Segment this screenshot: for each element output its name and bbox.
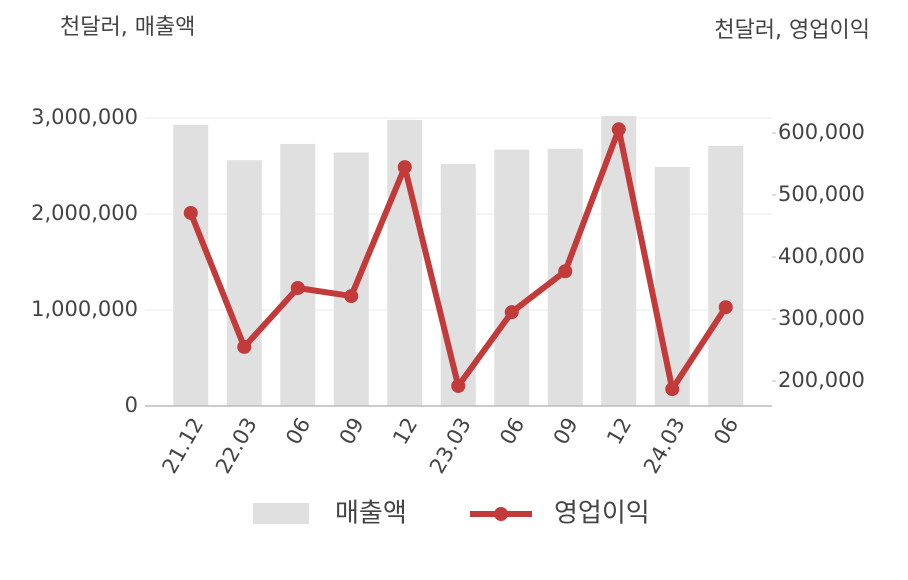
line-point (665, 382, 680, 397)
y2-tick-label: 600,000 (778, 120, 865, 144)
x-tick-label: 21.12 (157, 414, 208, 478)
line-point (451, 378, 466, 393)
legend-label: 매출액 (335, 499, 407, 529)
x-tick-label: 09 (549, 414, 583, 449)
line-point (718, 300, 733, 315)
bar (494, 149, 530, 406)
bar (708, 145, 744, 406)
legend-swatch (253, 503, 309, 524)
legend-label: 영업이익 (554, 499, 650, 529)
legend-swatch-point (494, 507, 508, 521)
line-point (558, 264, 573, 279)
x-tick-label: 06 (709, 414, 743, 449)
y-axis-title: 천달러, 매출액 (60, 15, 195, 40)
bar (173, 124, 209, 406)
y-tick-label: 1,000,000 (31, 297, 138, 321)
y-tick-label: 0 (125, 393, 138, 417)
bar (226, 160, 262, 406)
line-point (397, 160, 412, 175)
bar (333, 152, 369, 406)
y2-tick-label: 300,000 (778, 306, 865, 330)
x-tick-label: 22.03 (211, 414, 262, 478)
y2-tick-label: 500,000 (778, 182, 865, 206)
line-point (504, 305, 519, 320)
line-point (183, 205, 198, 220)
bar (280, 143, 316, 407)
y2-tick-label: 400,000 (778, 244, 865, 268)
x-tick-label: 24.03 (639, 414, 690, 478)
line-point (237, 339, 252, 354)
y-tick-label: 2,000,000 (31, 201, 138, 225)
line-point (611, 122, 626, 137)
x-tick-label: 12 (388, 414, 422, 449)
x-tick-label: 12 (602, 414, 636, 449)
y2-axis-title: 천달러, 영업이익 (714, 18, 870, 43)
line-point (290, 281, 305, 296)
y2-tick-label: 200,000 (778, 368, 865, 392)
y-tick-label: 3,000,000 (31, 105, 138, 129)
x-tick-label: 09 (335, 414, 369, 449)
x-tick-label: 06 (281, 414, 315, 449)
line-point (344, 289, 359, 304)
x-tick-label: 06 (495, 414, 529, 449)
x-tick-label: 23.03 (425, 414, 476, 478)
